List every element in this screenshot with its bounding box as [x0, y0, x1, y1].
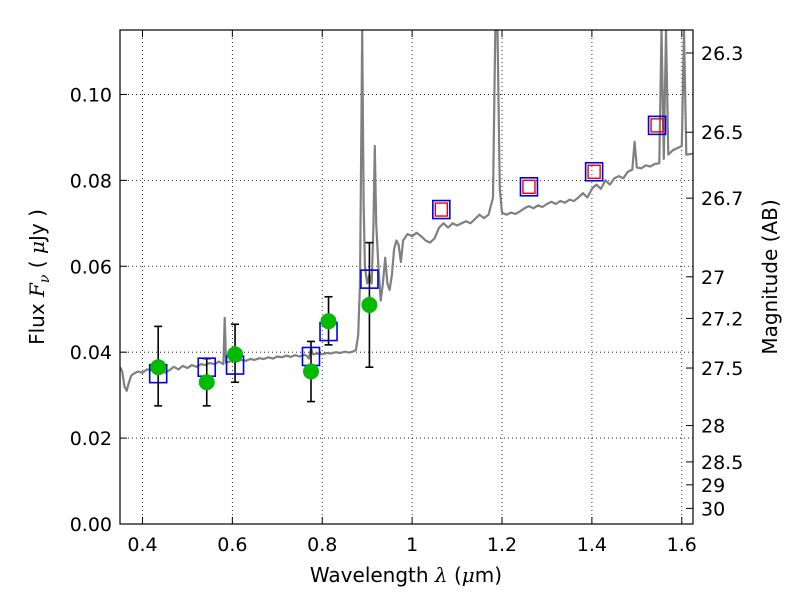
y2-tick-label: 26.5: [701, 122, 743, 144]
y-tick-label: 0.10: [70, 84, 112, 106]
y-tick-label: 0.02: [70, 428, 112, 450]
x-tick-label: 1.2: [487, 534, 517, 556]
y-axis-label: Flux Fν ( μJy ): [25, 209, 53, 345]
x-tick-label: 0.6: [217, 534, 247, 556]
x-tick-label: 1.6: [667, 534, 697, 556]
predicted-square-point: [434, 202, 449, 217]
y2-tick-label: 27.5: [701, 358, 743, 380]
spectrum-line: [120, 30, 693, 392]
x-tick-label: 0.4: [127, 534, 157, 556]
y2-tick-label: 28.5: [701, 452, 743, 474]
model-square-point: [647, 115, 667, 136]
y2-tick-label: 26.3: [701, 43, 743, 65]
predicted-square-point: [587, 164, 601, 179]
y2-tick-label: 28: [701, 416, 725, 438]
observed-point: [361, 296, 378, 313]
y-tick-label: 0.06: [70, 256, 112, 278]
model-square-point: [360, 269, 379, 289]
observed-point: [150, 359, 167, 376]
observed-point: [227, 346, 244, 363]
axes: 0.4 0.6 0.8 1 1.2 1.4 1.6 0.00 0.02 0.04 0.06 0.08 0…: [70, 30, 743, 556]
y2-tick-label: 29: [701, 475, 725, 497]
y2-tick-label: 27.2: [701, 308, 743, 330]
x-tick-label: 1.4: [577, 534, 607, 556]
model-square-point: [432, 199, 451, 220]
predicted-square-point: [650, 118, 664, 133]
plot-area: [120, 30, 693, 407]
model-square-point: [584, 161, 604, 182]
x-tick-label: 0.8: [307, 534, 337, 556]
observed-point: [198, 374, 215, 391]
y-tick-label: 0.08: [70, 170, 112, 192]
y2-tick-label: 27: [701, 267, 725, 289]
model-square-point: [519, 176, 539, 197]
x-tick-label: 1: [406, 534, 418, 556]
y-tick-label: 0.04: [70, 342, 112, 364]
observed-point: [320, 313, 337, 330]
y2-tick-label: 30: [701, 498, 725, 520]
y2-axis-label: Magnitude (AB): [758, 199, 782, 354]
x-axis-label: Wavelength λ (μm): [310, 563, 502, 587]
observed-point: [303, 363, 319, 380]
predicted-square-point: [522, 179, 536, 194]
y-tick-label: 0.00: [70, 514, 112, 536]
y2-tick-label: 26.7: [701, 188, 743, 210]
